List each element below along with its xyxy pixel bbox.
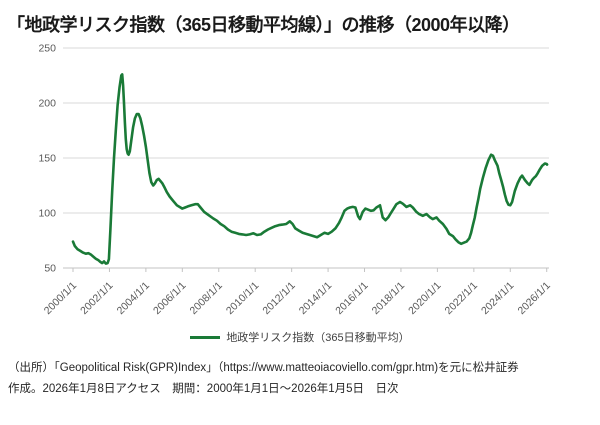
legend-label: 地政学リスク指数（365日移動平均）	[226, 332, 410, 344]
x-tick-label: 2024/1/1	[479, 280, 516, 317]
source-note: （出所）「Geopolitical Risk(GPR)Index」（https:…	[8, 358, 590, 399]
y-tick-label: 200	[38, 98, 56, 110]
source-note-line2: 作成。2026年1月8日アクセス 期間：2000年1月1日～2026年1月5日 …	[8, 382, 399, 395]
x-tick-label-group: 2020/1/1	[406, 280, 443, 317]
x-tick-label: 2006/1/1	[151, 280, 188, 317]
x-tick-label-group: 2016/1/1	[333, 280, 370, 317]
x-tick-label-group: 2006/1/1	[151, 280, 188, 317]
source-note-line1: （出所）「Geopolitical Risk(GPR)Index」（https:…	[8, 362, 519, 374]
x-tick-label: 2002/1/1	[78, 280, 115, 317]
x-tick-label: 2010/1/1	[224, 280, 261, 317]
x-tick-label-group: 2010/1/1	[224, 280, 261, 317]
y-tick-label: 100	[38, 208, 56, 220]
x-tick-label-group: 2008/1/1	[187, 280, 224, 317]
x-tick-label: 2026/1/1	[515, 280, 552, 317]
x-tick-label: 2020/1/1	[406, 280, 443, 317]
x-tick-label: 2014/1/1	[297, 280, 334, 317]
gpr-series-line	[71, 73, 549, 265]
x-tick-label: 2012/1/1	[260, 280, 297, 317]
x-tick-label-group: 2018/1/1	[370, 280, 407, 317]
x-tick-label-group: 2002/1/1	[78, 280, 115, 317]
x-tick-label-group: 2000/1/1	[42, 280, 79, 317]
y-tick-label: 150	[38, 153, 56, 165]
x-tick-label: 2004/1/1	[115, 280, 152, 317]
y-tick-label: 50	[44, 263, 56, 275]
x-tick-label: 2000/1/1	[42, 280, 79, 317]
x-tick-label: 2016/1/1	[333, 280, 370, 317]
x-tick-label: 2022/1/1	[443, 280, 480, 317]
x-tick-label-group: 2026/1/1	[515, 280, 552, 317]
page-title: 「地政学リスク指数（365日移動平均線）」の推移（2000年以降）	[7, 15, 520, 35]
x-tick-label: 2008/1/1	[187, 280, 224, 317]
x-tick-label-group: 2022/1/1	[443, 280, 480, 317]
x-tick-label-group: 2014/1/1	[297, 280, 334, 317]
gpr-chart: 50 100 150 200 250 2000/1/1 2002/1/1 2004/1/1 20…	[0, 38, 600, 328]
x-tick-label-group: 2012/1/1	[260, 280, 297, 317]
y-tick-label: 250	[38, 43, 56, 55]
x-tick-label-group: 2024/1/1	[479, 280, 516, 317]
x-tick-label-group: 2004/1/1	[115, 280, 152, 317]
legend-line-marker-icon	[190, 335, 221, 339]
x-tick-label: 2018/1/1	[370, 280, 407, 317]
chart-legend: 地政学リスク指数（365日移動平均）	[0, 329, 600, 345]
